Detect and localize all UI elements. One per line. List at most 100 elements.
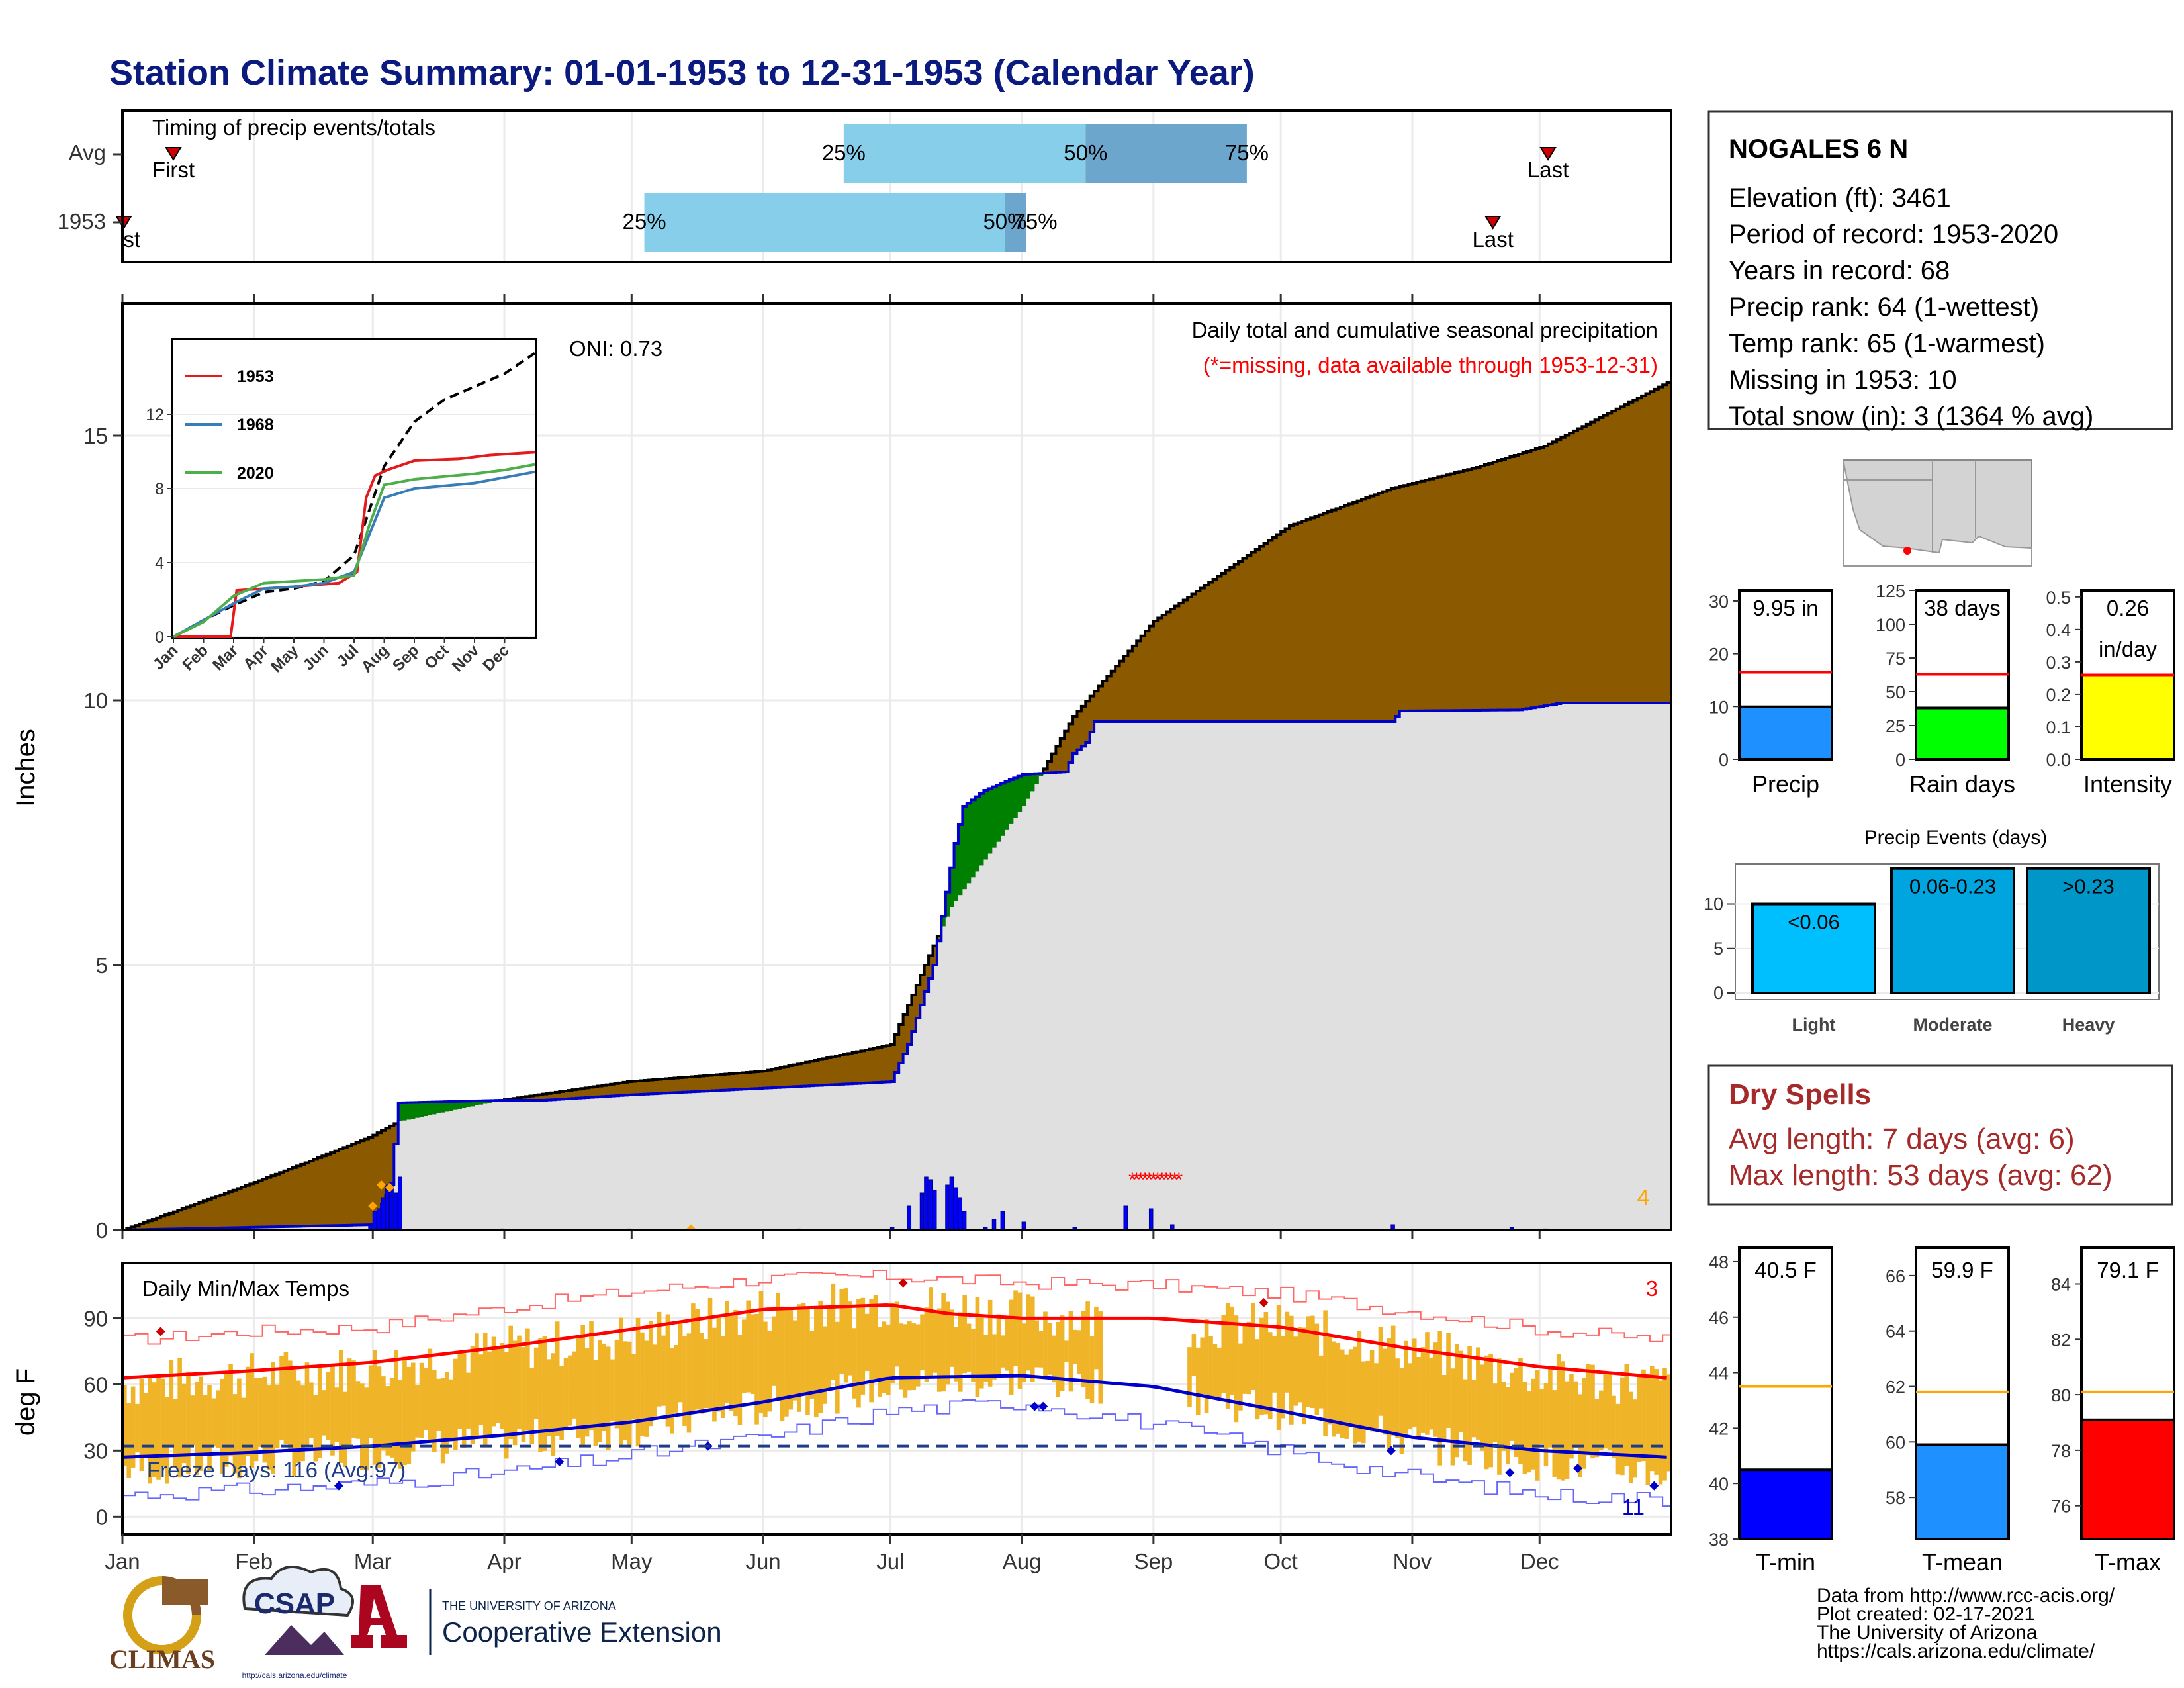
mini-chart-ytick-label: 100	[1876, 615, 1905, 635]
temp-box-ytick-label: 48	[1709, 1252, 1729, 1272]
freeze-days-label: Freeze Days: 116 (Avg:97)	[147, 1458, 406, 1482]
record-low-marker	[555, 1457, 565, 1466]
daily-temp-bar	[1399, 1368, 1404, 1454]
daily-temp-bar	[644, 1340, 649, 1437]
daily-precip-bar	[1170, 1224, 1175, 1230]
events-bar	[2026, 867, 2151, 994]
daily-temp-bar	[907, 1321, 912, 1391]
daily-temp-bar	[190, 1395, 195, 1446]
daily-temp-bar	[1658, 1380, 1663, 1485]
climas-logo: CLIMAS	[109, 1576, 215, 1674]
daily-temp-bar	[584, 1348, 590, 1437]
daily-temp-bar	[593, 1360, 598, 1446]
daily-temp-bar	[1476, 1347, 1480, 1440]
daily-temp-bar	[1348, 1349, 1353, 1428]
timing-row-1953: 1953	[58, 209, 106, 234]
daily-temp-bar	[1374, 1363, 1379, 1429]
daily-temp-bar	[1369, 1350, 1375, 1432]
temp-boxes: 38 40 42 44 46 48 40.5 F T-min 58 60 62 64 66 59.9 F T…	[1709, 1246, 2175, 1575]
daily-temp-bar	[445, 1372, 449, 1454]
inset-lines	[173, 352, 536, 638]
record-low-line	[122, 1399, 1671, 1507]
month-label: Apr	[487, 1549, 521, 1573]
mini-chart-value: 9.95 in	[1752, 596, 1818, 620]
daily-temp-bar	[1302, 1327, 1306, 1425]
precip-ylabel: Inches	[11, 729, 40, 807]
daily-temp-bar	[695, 1309, 700, 1410]
daily-temp-bar	[211, 1398, 216, 1447]
precip-yticks: 0 5 10 15	[83, 424, 122, 1243]
daily-temp-bar	[1459, 1350, 1464, 1432]
month-label: Oct	[1264, 1549, 1298, 1573]
timing-last-avg-label: Last	[1527, 158, 1569, 182]
daily-precip-bar	[924, 1176, 929, 1230]
daily-temp-bar	[894, 1301, 899, 1367]
daily-temp-bar	[1246, 1321, 1251, 1395]
daily-temp-bar	[1332, 1341, 1336, 1437]
daily-temp-bar	[1471, 1380, 1477, 1438]
daily-temp-bar	[313, 1395, 318, 1462]
daily-precip-bar	[945, 1184, 950, 1230]
daily-temp-bar	[1569, 1374, 1574, 1459]
daily-temp-bar	[763, 1321, 768, 1417]
daily-temp-bar	[945, 1301, 950, 1385]
station-snow: Total snow (in): 3 (1364 % avg)	[1729, 402, 2093, 431]
mini-chart-ytick-label: 0.2	[2046, 685, 2071, 705]
timing-marker	[1484, 216, 1502, 230]
mini-chart-bar	[2080, 673, 2175, 761]
daily-temp-bar	[322, 1390, 326, 1436]
precip-ytick-label: 10	[83, 688, 108, 713]
month-label: Jan	[105, 1549, 140, 1573]
footer-data-source: Data from http://www.rcc-acis.org/	[1817, 1585, 2115, 1607]
temp-box-ytick-label: 80	[2051, 1385, 2071, 1405]
daily-temp-bar	[1654, 1369, 1659, 1475]
daily-precip-bar	[928, 1179, 933, 1230]
daily-temp-bar	[1327, 1336, 1332, 1425]
daily-temp-bar	[1357, 1331, 1362, 1442]
daily-temp-bar	[839, 1288, 844, 1374]
daily-temp-bar	[1234, 1315, 1239, 1423]
timing-first-avg-label: First	[152, 158, 195, 182]
daily-temp-bar	[559, 1366, 564, 1440]
timing-label: Timing of precip events/totals	[152, 115, 435, 140]
daily-temp-bar	[962, 1295, 967, 1374]
daily-temp-bar	[1412, 1338, 1417, 1427]
mini-chart-value: 0.26	[2107, 596, 2149, 620]
temp-box-ytick-label: 66	[1886, 1266, 1905, 1286]
daily-temp-bar	[245, 1366, 250, 1456]
daily-temp-bar	[1492, 1383, 1498, 1442]
daily-temp-bar	[1191, 1334, 1197, 1376]
daily-temp-bar	[410, 1362, 416, 1452]
station-elevation: Elevation (ft): 3461	[1729, 183, 1951, 212]
precip-panel: ************ 0 5 10 15 Inches ONI: 0.73 Dai…	[11, 294, 1672, 1243]
daily-temp-bar	[1594, 1399, 1600, 1458]
mini-chart-ytick-label: 0.3	[2046, 653, 2071, 673]
daily-temp-bar	[406, 1366, 412, 1464]
daily-temp-bar	[368, 1365, 373, 1438]
daily-temp-bar	[983, 1335, 989, 1382]
missing-marker: *	[1175, 1169, 1183, 1191]
daily-temp-bar	[678, 1322, 683, 1403]
daily-temp-bar	[614, 1339, 619, 1429]
daily-temp-bar	[813, 1309, 819, 1418]
precip-events-chart: Precip Events (days) 0 5 10 <0.06 Light 0.06-…	[1704, 827, 2160, 1035]
daily-temp-bar	[563, 1358, 569, 1430]
inset-legend-label: 1968	[237, 416, 274, 434]
daily-precip-bar	[1123, 1205, 1128, 1230]
station-missing: Missing in 1953: 10	[1729, 365, 1957, 395]
daily-temp-bar	[589, 1321, 594, 1430]
daily-temp-bar	[704, 1339, 708, 1409]
daily-temp-bar	[283, 1352, 289, 1444]
month-label: Mar	[354, 1549, 392, 1573]
daily-temp-bar	[725, 1301, 729, 1403]
events-ytick-label: 0	[1713, 983, 1723, 1003]
daily-precip-bar	[1390, 1224, 1395, 1230]
daily-temp-bar	[1005, 1315, 1010, 1371]
daily-temp-bar	[1085, 1301, 1090, 1399]
month-label: Jul	[876, 1549, 904, 1573]
daily-temp-bar	[1649, 1366, 1655, 1472]
daily-temp-bar	[419, 1362, 424, 1438]
daily-temp-bar	[1527, 1391, 1531, 1473]
snow-marker	[385, 1183, 394, 1192]
events-ytick-label: 5	[1713, 939, 1723, 959]
